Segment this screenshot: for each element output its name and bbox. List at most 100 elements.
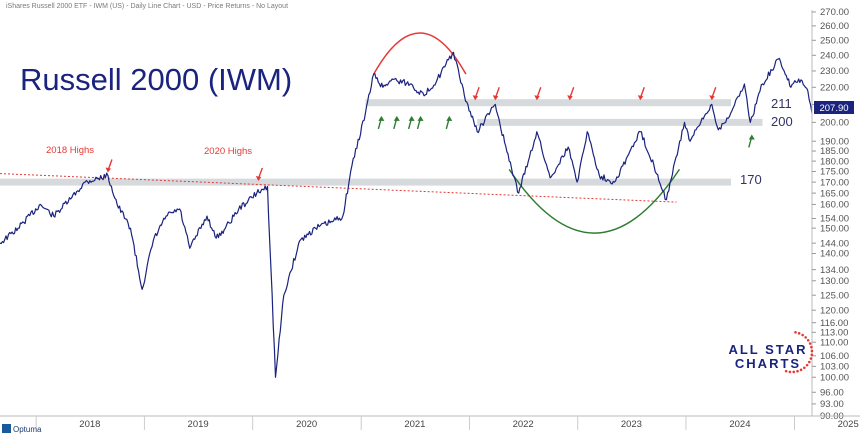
arrow-support-recent [748,134,755,148]
annotation-arrows [105,86,755,181]
trendlines [0,173,677,203]
arrow-2020-highs [255,167,263,181]
y-tick-label: 93.00 [820,399,844,410]
level-label-170: 170 [740,172,762,187]
vendor-icon [2,424,11,433]
logo-star [809,357,813,360]
y-tick-label: 200.00 [820,118,849,129]
arrow-support-3 [407,115,415,130]
y-tick-label: 90.00 [820,411,844,422]
arrow-resistance-1 [472,86,480,101]
x-tick-label: 2020 [296,419,317,430]
y-tick-label: 100.00 [820,372,849,383]
y-tick-label: 165.00 [820,188,849,199]
logo-star [808,342,812,345]
level-labels: 211 200 170 [740,96,793,187]
brand-logo: ALL STAR CHARTS [728,331,814,374]
logo-star [797,332,801,335]
series-line-1 [0,51,813,378]
vendor-name: Optuma [13,425,42,434]
level-band-200 [477,118,763,126]
annotation-2018-highs: 2018 Highs [46,145,94,156]
y-tick-label: 175.00 [820,167,849,178]
chart-title: Russell 2000 (IWM) [20,62,292,97]
y-tick-label: 170.00 [820,177,849,188]
y-tick-label: 230.00 [820,66,849,77]
arrow-resistance-5 [637,86,645,101]
y-tick-label: 116.00 [820,318,848,329]
arrow-resistance-3 [534,86,542,101]
x-tick-label: 2018 [79,419,100,430]
logo-star [804,336,807,339]
y-tick-label: 180.00 [820,156,849,167]
y-tick-label: 260.00 [820,21,849,32]
arrow-resistance-4 [567,86,575,101]
logo-star [808,360,811,364]
bottom-arc [508,168,681,234]
y-tick-label: 110.00 [820,337,848,348]
pattern-arcs [373,32,681,234]
trendline-highs [0,173,677,203]
level-label-200: 200 [771,114,793,129]
y-tick-label: 250.00 [820,36,849,47]
arrow-resistance-2 [492,86,500,101]
logo-star [810,345,813,349]
x-tick-label: 2024 [729,419,750,430]
level-band-170 [0,178,732,186]
price-series [0,51,813,378]
brand-line-1: ALL STAR [728,342,807,357]
y-tick-label: 150.00 [820,223,849,234]
y-tick-label: 190.00 [820,136,849,147]
top-arc [373,32,467,75]
y-axis: 90.0093.0096.00100.00103.00106.00110.001… [812,7,849,422]
logo-star-ring [784,331,814,374]
last-price-tag: 207.90 [814,101,854,114]
y-tick-label: 96.00 [820,387,844,398]
logo-star [810,353,814,357]
y-tick-label: 270.00 [820,7,849,18]
logo-star [810,349,814,353]
annotations: 2018 Highs 2020 Highs [46,145,252,157]
x-tick-label: 2022 [513,419,534,430]
logo-star [805,363,809,367]
logo-star [794,331,797,334]
arrow-support-4 [416,115,424,130]
arrow-support-1 [377,115,385,130]
y-tick-label: 130.00 [820,276,849,287]
level-band-211 [365,99,732,107]
x-tick-label: 2021 [404,419,425,430]
arrow-resistance-6 [709,86,717,101]
y-tick-label: 113.00 [820,328,848,339]
level-label-211: 211 [771,96,792,111]
logo-star [803,366,806,370]
annotation-2020-highs: 2020 Highs [204,146,252,157]
x-tick-label: 2019 [188,419,209,430]
logo-star [799,368,803,372]
x-tick-label: 2023 [621,419,642,430]
logo-star [788,370,792,374]
arrow-support-2 [393,115,400,130]
logo-star [796,369,799,373]
logo-star [784,369,788,373]
y-tick-label: 220.00 [820,83,849,94]
logo-star [792,370,796,374]
y-tick-label: 160.00 [820,200,849,211]
y-tick-label: 106.00 [820,351,849,362]
y-tick-label: 140.00 [820,249,849,260]
y-tick-label: 134.00 [820,265,849,276]
y-tick-label: 103.00 [820,362,849,373]
y-tick-label: 240.00 [820,51,849,62]
logo-star [801,333,804,337]
arrow-2018-highs [105,159,113,173]
y-tick-label: 185.00 [820,146,849,157]
x-axis: 2018 2019 2020 2021 2022 2023 2024 2025 [35,416,859,430]
logo-star [806,338,810,342]
y-tick-label: 154.00 [820,214,849,225]
y-tick-label: 144.00 [820,238,849,249]
last-price-value: 207.90 [819,103,848,114]
chart-subtitle: iShares Russell 2000 ETF - IWM (US) - Da… [6,3,288,10]
vendor-logo: Optuma [2,424,42,434]
y-tick-label: 120.00 [820,305,849,316]
arrow-support-5 [445,115,453,130]
